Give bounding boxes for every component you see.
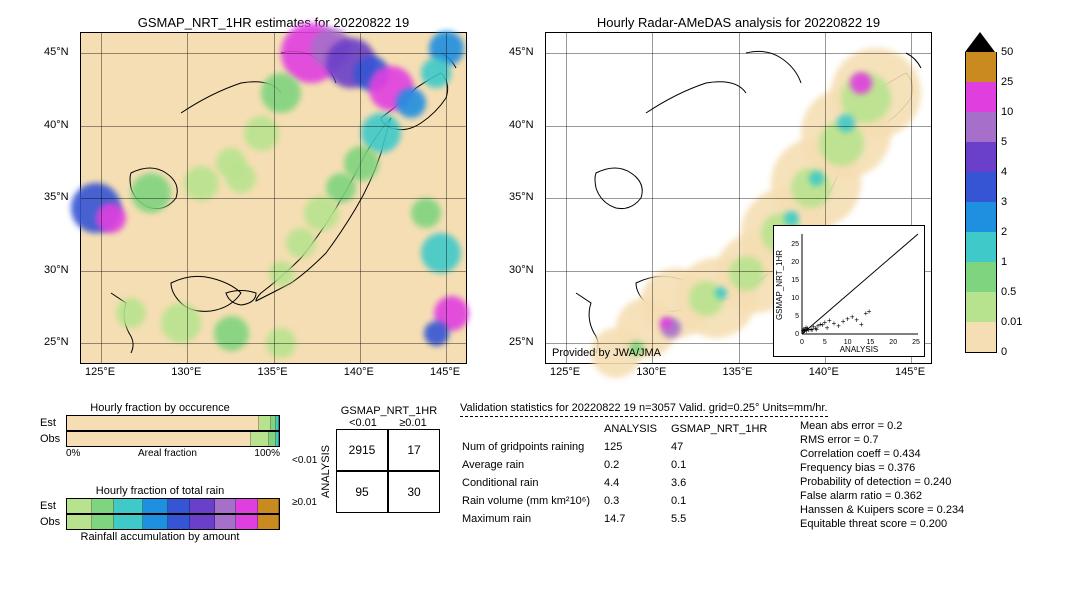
score-hk: Hanssen & Kuipers score = 0.234 [800,504,964,516]
ct-cell-01: 17 [388,429,440,471]
scatter-inset: 00551010151520202525++++++++++++++++++++… [773,225,925,357]
ct-row-title: ANALYSIS [320,445,332,498]
score-far: False alarm ratio = 0.362 [800,490,964,502]
scores-block: Mean abs error = 0.2 RMS error = 0.7 Cor… [800,418,964,532]
svg-text:+: + [814,325,819,334]
map-left: GSMAP_NRT_1HR estimates for 20220822 19 [80,32,467,364]
svg-text:5: 5 [795,313,799,320]
svg-text:0: 0 [795,331,799,338]
vt-colh-1: GSMAP_NRT_1HR [671,421,779,437]
hourly-fraction-occurrence: Hourly fraction by occurence EstObs 0% A… [40,402,280,459]
validation-title: Validation statistics for 20220822 19 n=… [460,402,828,414]
provided-text: Provided by JWA/JMA [552,347,661,359]
svg-text:20: 20 [889,339,897,346]
hf-xright: 100% [254,448,280,459]
map-right: Hourly Radar-AMeDAS analysis for 2022082… [545,32,932,364]
score-ets: Equitable threat score = 0.200 [800,518,964,530]
svg-text:25: 25 [791,241,799,248]
svg-text:10: 10 [791,295,799,302]
score-fb: Frequency bias = 0.376 [800,462,964,474]
contingency-table: GSMAP_NRT_1HR <0.01 ≥0.01 ANALYSIS 2915 … [320,405,440,513]
map-left-title: GSMAP_NRT_1HR estimates for 20220822 19 [81,15,466,30]
ct-rowh-0: <0.01 [292,455,317,466]
ct-cell-00: 2915 [336,429,388,471]
svg-text:+: + [859,320,864,329]
svg-text:25: 25 [912,339,920,346]
score-rms: RMS error = 0.7 [800,434,964,446]
vt-colh-0: ANALYSIS [604,421,669,437]
scatter-plot: 00551010151520202525++++++++++++++++++++… [774,226,924,356]
validation-stats: Validation statistics for 20220822 19 n=… [460,402,828,529]
ct-rowh-1: ≥0.01 [292,497,317,508]
hourly-fraction-total: Hourly fraction of total rain EstObs Rai… [40,485,280,543]
ct-cell-10: 95 [336,471,388,513]
svg-text:+: + [867,307,872,316]
colorbar: 00.010.512345102550 [965,32,997,362]
score-pod: Probability of detection = 0.240 [800,476,964,488]
ct-cell-11: 30 [388,471,440,513]
svg-text:ANALYSIS: ANALYSIS [840,345,879,354]
svg-text:15: 15 [791,277,799,284]
validation-table: ANALYSIS GSMAP_NRT_1HR Num of gridpoints… [460,419,781,529]
ct-colh-1: ≥0.01 [388,417,438,429]
hf-xlabel: Areal fraction [80,448,254,459]
score-mae: Mean abs error = 0.2 [800,420,964,432]
svg-text:0: 0 [800,339,804,346]
hf-accum-title: Rainfall accumulation by amount [40,531,280,543]
svg-text:5: 5 [823,339,827,346]
ct-col-title: GSMAP_NRT_1HR [338,405,440,417]
map-right-title: Hourly Radar-AMeDAS analysis for 2022082… [546,15,931,30]
score-corr: Correlation coeff = 0.434 [800,448,964,460]
svg-text:20: 20 [791,259,799,266]
svg-text:GSMAP_NRT_1HR: GSMAP_NRT_1HR [775,250,784,320]
svg-text:+: + [804,323,809,332]
hf-occ-title: Hourly fraction by occurence [40,402,280,414]
ct-colh-0: <0.01 [338,417,388,429]
hf-xleft: 0% [66,448,80,459]
hf-total-title: Hourly fraction of total rain [40,485,280,497]
